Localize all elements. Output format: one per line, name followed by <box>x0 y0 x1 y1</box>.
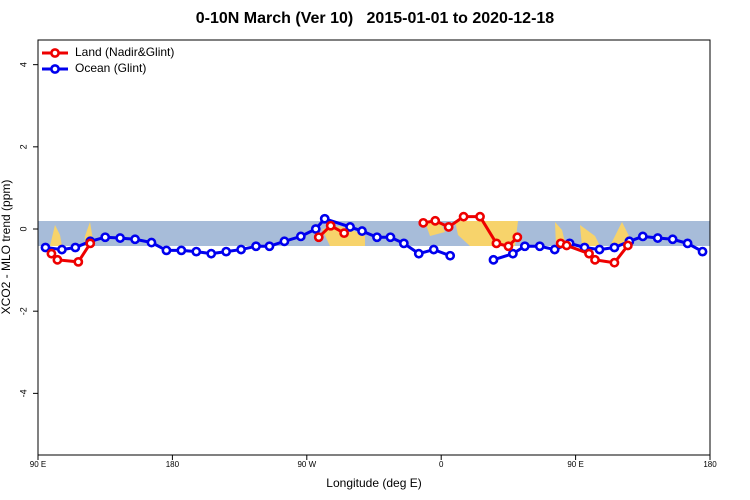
legend-label: Ocean (Glint) <box>75 61 146 75</box>
x-tick-label: 90 E <box>30 460 46 469</box>
chart-title: 0-10N March (Ver 10) 2015-01-01 to 2020-… <box>196 10 555 27</box>
point <box>115 233 126 243</box>
point <box>385 232 396 243</box>
y-tick-label: 0 <box>18 227 28 232</box>
point <box>682 238 693 249</box>
point <box>534 241 545 252</box>
point <box>491 238 502 249</box>
point <box>475 211 485 222</box>
point <box>637 231 648 242</box>
point <box>206 248 217 259</box>
point <box>519 241 530 252</box>
land-shape <box>50 225 62 246</box>
point <box>372 232 382 243</box>
point <box>345 222 356 232</box>
point <box>325 220 336 231</box>
legend-marker <box>50 48 60 58</box>
point <box>236 244 246 255</box>
point <box>279 236 290 247</box>
point <box>56 244 67 255</box>
point <box>70 242 81 253</box>
point <box>428 244 439 255</box>
point <box>100 232 111 243</box>
point <box>161 245 172 256</box>
point <box>413 248 424 259</box>
point <box>46 248 57 259</box>
point <box>584 248 594 259</box>
point <box>52 254 63 265</box>
point <box>319 213 330 224</box>
point <box>512 232 523 243</box>
point <box>507 248 518 259</box>
point <box>357 226 367 236</box>
x-tick-label: 90 E <box>567 460 583 469</box>
point <box>652 233 663 243</box>
point <box>561 240 572 251</box>
point <box>339 228 350 239</box>
point <box>221 246 232 257</box>
point <box>73 256 84 267</box>
plot-frame <box>37 39 711 456</box>
x-tick-label: 180 <box>166 460 180 469</box>
point <box>313 232 324 243</box>
x-tick-label: 0 <box>439 460 444 469</box>
point <box>251 241 261 252</box>
y-tick-label: -2 <box>18 307 28 315</box>
point <box>445 250 456 261</box>
point <box>85 238 96 249</box>
land-shape <box>425 221 445 236</box>
point <box>418 217 429 228</box>
point <box>191 246 202 257</box>
x-tick-label: 90 W <box>297 460 316 469</box>
point <box>398 238 409 249</box>
point <box>176 245 187 256</box>
x-tick-label: 180 <box>703 460 717 469</box>
point <box>697 246 708 257</box>
point <box>503 241 514 252</box>
point <box>667 234 678 245</box>
point <box>549 244 560 255</box>
legend-label: Land (Nadir&Glint) <box>75 45 174 59</box>
point <box>622 240 633 251</box>
point <box>488 254 499 265</box>
point <box>146 237 157 248</box>
point <box>443 222 454 232</box>
point <box>264 241 275 252</box>
y-tick-label: 2 <box>18 144 28 149</box>
legend-marker <box>50 64 60 74</box>
y-tick-label: -4 <box>18 389 28 397</box>
land-shape <box>580 225 600 246</box>
point <box>130 234 140 245</box>
point <box>609 257 620 268</box>
y-tick-label: 4 <box>18 62 28 67</box>
point <box>458 211 469 222</box>
land-shape <box>455 221 518 246</box>
point <box>590 254 600 265</box>
point <box>594 244 605 255</box>
point <box>310 224 321 234</box>
point <box>430 215 441 226</box>
x-axis-label: Longitude (deg E) <box>326 476 421 490</box>
point <box>295 231 306 242</box>
point <box>609 242 620 253</box>
point <box>40 242 51 253</box>
y-axis-label: XCO2 - MLO trend (ppm) <box>0 180 13 315</box>
